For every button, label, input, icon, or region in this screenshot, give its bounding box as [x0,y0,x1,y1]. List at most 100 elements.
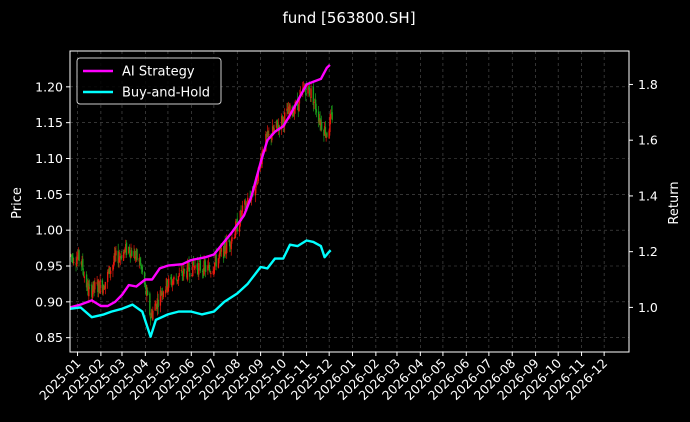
candle-body [225,251,227,254]
candle-body [292,111,294,117]
candle-body [87,283,89,296]
candle-body [165,278,168,290]
candle-body [82,271,85,277]
candle-body [134,256,137,259]
candle-body [323,126,326,136]
candle-body [281,116,284,125]
candle-body [234,233,236,239]
candle-body [176,279,178,282]
candle-body [245,203,247,207]
candle-body [293,109,295,116]
candle-body [276,119,278,126]
candle-body [96,282,98,284]
candle-body [75,263,77,265]
candle-body [125,242,128,255]
candle-body [109,267,111,274]
candle-body [220,248,223,252]
candle-body [145,284,147,295]
candle-body [193,266,196,268]
candle-body [120,256,122,260]
candle-body [231,237,233,242]
candle-body [230,241,232,250]
candle-body [199,260,202,271]
candle-body [209,271,211,273]
candle-body [239,210,241,226]
candle-body [218,254,220,258]
candle-body [320,122,322,126]
candle-body [309,96,312,98]
candle-body [247,197,249,205]
candle-body [119,256,121,258]
candle-body [212,271,214,274]
candle-body [124,248,126,253]
candle-body [81,259,83,266]
candle-body [203,260,205,275]
candle-body [181,270,183,276]
candle-body [133,251,135,258]
y-tick-label: 0.90 [35,294,63,309]
candle-body [267,130,269,136]
candle-body [171,282,174,286]
candle-body [108,266,110,274]
legend-label: AI Strategy [122,65,195,80]
candle-body [238,225,241,232]
candle-body [103,285,105,290]
candle-body [71,255,73,258]
candle-body [265,134,268,137]
candle-body [192,259,194,277]
candle-body [210,272,212,275]
candle-body [155,304,157,306]
candle-body [331,112,333,120]
y-tick-label: 1.10 [35,151,63,166]
candle-body [112,262,115,265]
candle-body [70,254,72,256]
candle-body [166,280,168,291]
candle-body [241,205,244,212]
y-tick-label: 0.95 [35,259,63,274]
candle-body [162,291,165,297]
candle-body [86,282,89,288]
candle-body [104,281,107,289]
candle-body [254,188,257,196]
y-tick-label: 1.05 [35,187,63,202]
candle-body [159,290,162,306]
candle-body [155,304,158,309]
candle-body [192,260,195,266]
y-tick-label: 0.85 [35,330,63,345]
candle-body [160,292,162,296]
candle-body [154,303,156,311]
candle-body [319,117,321,126]
candle-body [189,272,191,277]
candle-body [73,261,75,263]
candle-body [122,251,125,261]
candle-body [106,271,109,283]
candle-body [156,298,159,310]
candle-body [93,281,95,290]
y-tick-label: 1.00 [35,223,63,238]
candle-body [88,286,90,297]
candle-body [297,104,299,111]
candle-body [298,97,300,112]
candle-body [271,136,273,141]
candle-body [288,108,290,112]
candle-body [115,250,117,256]
candle-body [201,271,204,272]
candle-body [70,254,73,256]
candle-body [208,265,211,271]
y-tick-label: 1.20 [35,79,63,94]
candle-body [329,113,332,119]
candle-body [152,310,154,320]
candle-body [128,247,131,253]
candle-body [317,111,320,122]
candle-body [72,256,74,263]
legend-label: Buy-and-Hold [122,86,210,101]
candle-body [92,281,95,292]
plot-frame [69,50,630,353]
candle-body [271,126,274,136]
candle-body [198,262,200,275]
y2-tick-label: 1.8 [638,77,658,92]
candle-body [149,293,151,315]
candle-body [323,129,325,136]
candle-body [187,263,189,265]
candle-body [76,257,79,259]
